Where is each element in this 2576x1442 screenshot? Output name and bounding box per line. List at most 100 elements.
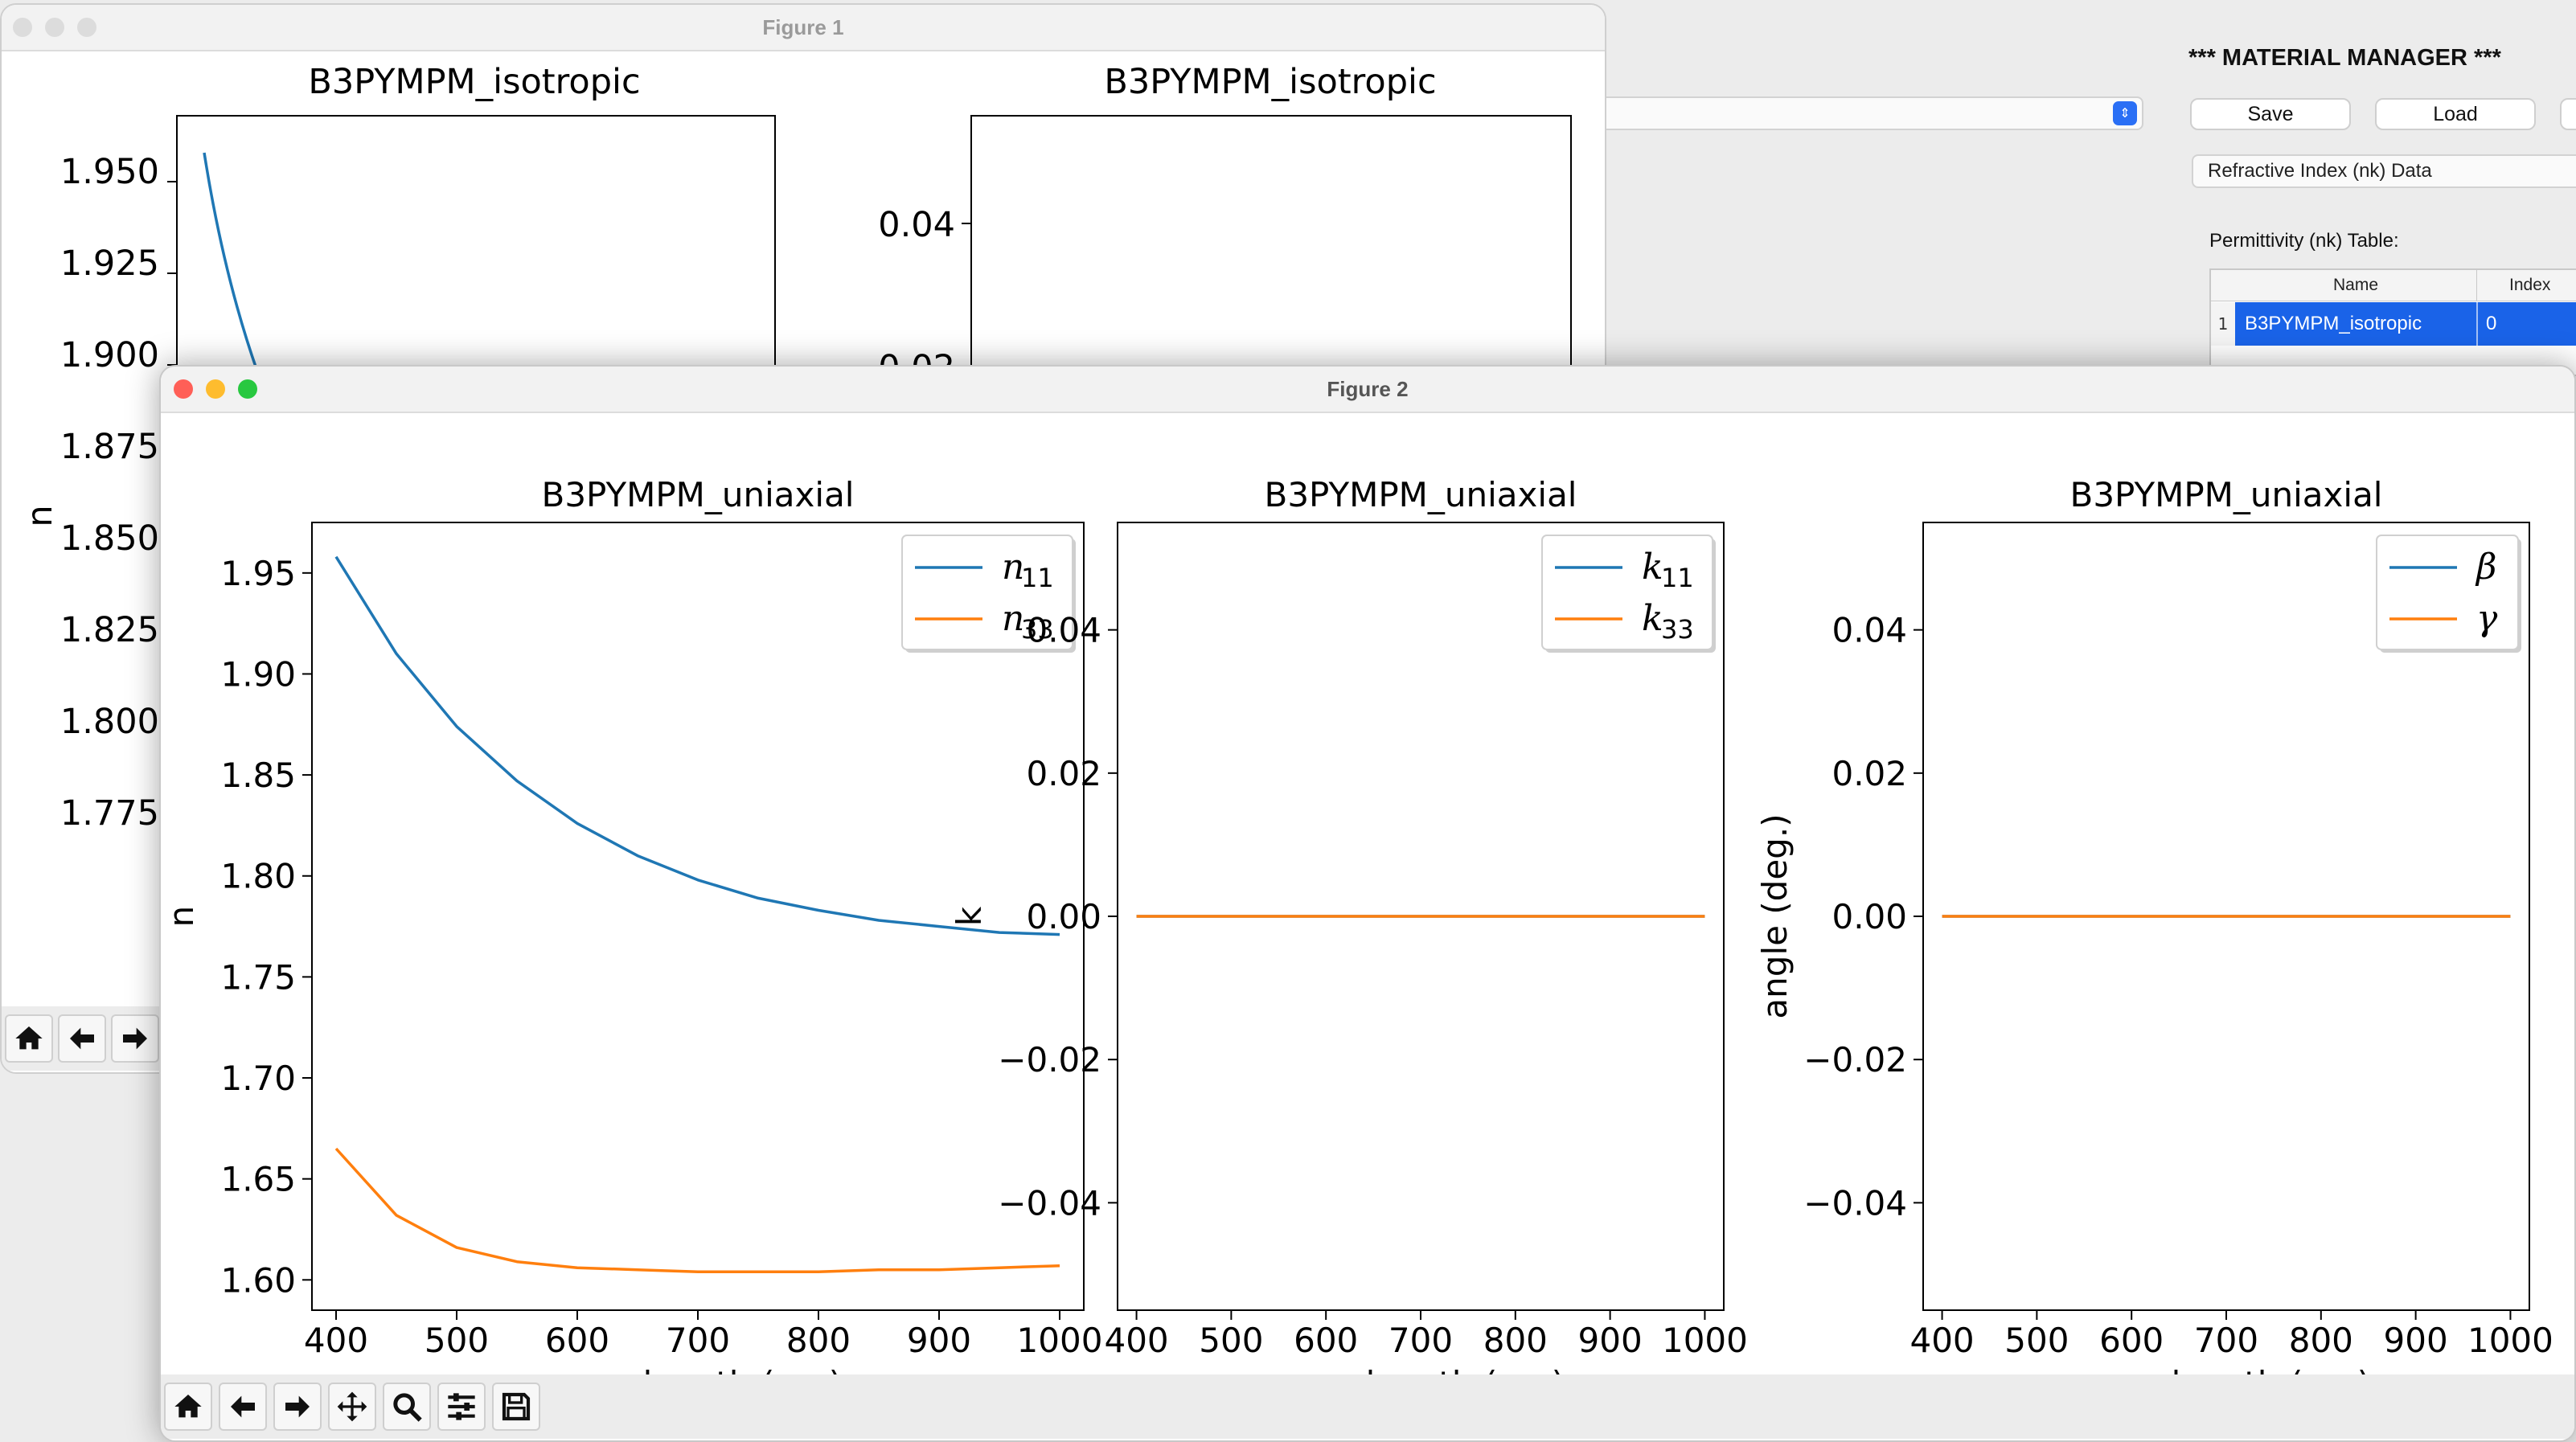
- x-axis-label: wavelength (nm): [554, 1364, 842, 1374]
- table-row[interactable]: B3PYMPM_isotropic 0: [2235, 302, 2576, 346]
- y-tick-label: 0.02: [1026, 754, 1101, 793]
- x-tick-label: 500: [1199, 1321, 1263, 1360]
- load-button[interactable]: Load: [2375, 98, 2536, 130]
- zoom-button[interactable]: [77, 18, 96, 37]
- y-tick-label: 1.825: [60, 610, 159, 650]
- x-tick-label: 600: [1294, 1321, 1358, 1360]
- legend-subscript-k11: 11: [1661, 563, 1694, 593]
- y-tick-label: 1.80: [220, 857, 296, 896]
- close-button[interactable]: [13, 18, 32, 37]
- x-tick-label: 600: [545, 1321, 609, 1360]
- y-tick-label: 0.00: [1832, 897, 1907, 936]
- forward-icon: [123, 1027, 147, 1050]
- y-tick-label: 1.925: [60, 244, 159, 284]
- forward-icon: [285, 1395, 310, 1418]
- y-tick-label: −0.04: [998, 1183, 1101, 1223]
- manager-title: *** MATERIAL MANAGER ***: [2188, 45, 2501, 71]
- extra-button[interactable]: [2560, 98, 2576, 130]
- plot-title: B3PYMPM_uniaxial: [1265, 475, 1577, 514]
- y-tick-label: 0.04: [878, 205, 955, 245]
- y-tick-label: 1.90: [220, 654, 296, 694]
- minimize-button[interactable]: [206, 379, 225, 399]
- column-header-name[interactable]: Name: [2235, 270, 2477, 301]
- window-title: Figure 1: [762, 15, 844, 39]
- row-number: 1: [2211, 302, 2236, 346]
- legend-box: [2376, 535, 2519, 650]
- y-tick-label: 1.800: [60, 702, 159, 742]
- x-tick-label: 800: [1483, 1321, 1548, 1360]
- zoom-button[interactable]: [238, 379, 257, 399]
- home-icon: [174, 1395, 202, 1418]
- plot-title: B3PYMPM_isotropic: [1104, 62, 1436, 102]
- home-button[interactable]: [5, 1014, 53, 1063]
- y-tick-label: 1.875: [60, 427, 159, 467]
- figure2-toolbar: [161, 1374, 2574, 1439]
- series-line-n11: [334, 555, 1060, 936]
- y-axis-label: angle (deg.): [1755, 813, 1795, 1018]
- y-tick-label: 1.95: [220, 554, 296, 593]
- corner-header: [2211, 270, 2236, 301]
- home-button[interactable]: [164, 1383, 212, 1431]
- save-figure-button[interactable]: [492, 1383, 540, 1431]
- cell-name[interactable]: B3PYMPM_isotropic: [2245, 313, 2422, 334]
- figure2-window[interactable]: Figure 2 B3PYMPM_uniaxial 400 500 600 700 800…: [159, 365, 2576, 1442]
- y-tick-label: 1.70: [220, 1059, 296, 1098]
- material-select[interactable]: ⇕: [1592, 96, 2143, 130]
- x-tick-label: 700: [2194, 1321, 2258, 1360]
- y-tick-label: 0.02: [1832, 754, 1907, 793]
- x-tick-label: 500: [2004, 1321, 2069, 1360]
- data-type-tab[interactable]: Refractive Index (nk) Data: [2192, 154, 2576, 188]
- x-tick-label: 800: [786, 1321, 851, 1360]
- plot-title: B3PYMPM_uniaxial: [2070, 475, 2383, 514]
- x-tick-label: 1000: [1017, 1321, 1103, 1360]
- x-tick-label: 800: [2289, 1321, 2353, 1360]
- legend-subscript-n33: 33: [1021, 614, 1054, 645]
- y-tick-label: −0.02: [1803, 1040, 1907, 1079]
- save-icon: [502, 1392, 531, 1421]
- configure-subplots-button[interactable]: [437, 1383, 486, 1431]
- y-tick-label: 0.00: [1026, 897, 1101, 936]
- pan-button[interactable]: [328, 1383, 376, 1431]
- minimize-button[interactable]: [45, 18, 64, 37]
- y-tick-label: 1.75: [220, 957, 296, 997]
- forward-button[interactable]: [273, 1383, 322, 1431]
- x-tick-label: 700: [666, 1321, 730, 1360]
- figure2-titlebar[interactable]: Figure 2: [161, 367, 2574, 413]
- forward-button[interactable]: [111, 1014, 159, 1063]
- save-button[interactable]: Save: [2190, 98, 2351, 130]
- x-tick-label: 700: [1388, 1321, 1453, 1360]
- permittivity-table[interactable]: Name Index 1 B3PYMPM_isotropic 0: [2209, 268, 2576, 376]
- x-tick-label: 600: [2099, 1321, 2164, 1360]
- y-tick-label: 1.775: [60, 793, 159, 834]
- zoom-rect-button[interactable]: [383, 1383, 431, 1431]
- column-header-index[interactable]: Index: [2477, 270, 2576, 301]
- back-button[interactable]: [58, 1014, 106, 1063]
- x-tick-label: 1000: [2467, 1321, 2553, 1360]
- y-tick-label: −0.02: [998, 1040, 1101, 1079]
- x-tick-label: 400: [304, 1321, 368, 1360]
- y-tick-label: 0.04: [1026, 611, 1101, 650]
- x-tick-label: 400: [1104, 1321, 1168, 1360]
- back-button[interactable]: [219, 1383, 267, 1431]
- figure1-titlebar[interactable]: Figure 1: [2, 5, 1605, 51]
- y-tick-marks: [962, 223, 971, 367]
- y-axis-label: n: [162, 906, 201, 928]
- back-icon: [70, 1027, 94, 1050]
- legend-label-n11: n: [1002, 547, 1024, 588]
- legend-box: [901, 535, 1073, 650]
- y-tick-label: 1.85: [220, 756, 296, 795]
- series-line: [203, 152, 259, 372]
- legend-label-beta: β: [2475, 547, 2496, 588]
- series-line-n33: [334, 1147, 1060, 1274]
- pan-icon: [337, 1391, 367, 1422]
- cell-index[interactable]: 0: [2486, 313, 2497, 334]
- y-tick-label: −0.04: [1803, 1183, 1907, 1223]
- y-tick-label: 1.850: [60, 518, 159, 559]
- legend-box: [1541, 535, 1713, 650]
- y-tick-label: 1.60: [220, 1260, 296, 1300]
- close-button[interactable]: [174, 379, 193, 399]
- x-tick-label: 900: [907, 1321, 971, 1360]
- legend-label-k33: k: [1642, 598, 1663, 639]
- select-arrows-icon[interactable]: ⇕: [2113, 101, 2137, 125]
- plot-title: B3PYMPM_uniaxial: [542, 475, 855, 514]
